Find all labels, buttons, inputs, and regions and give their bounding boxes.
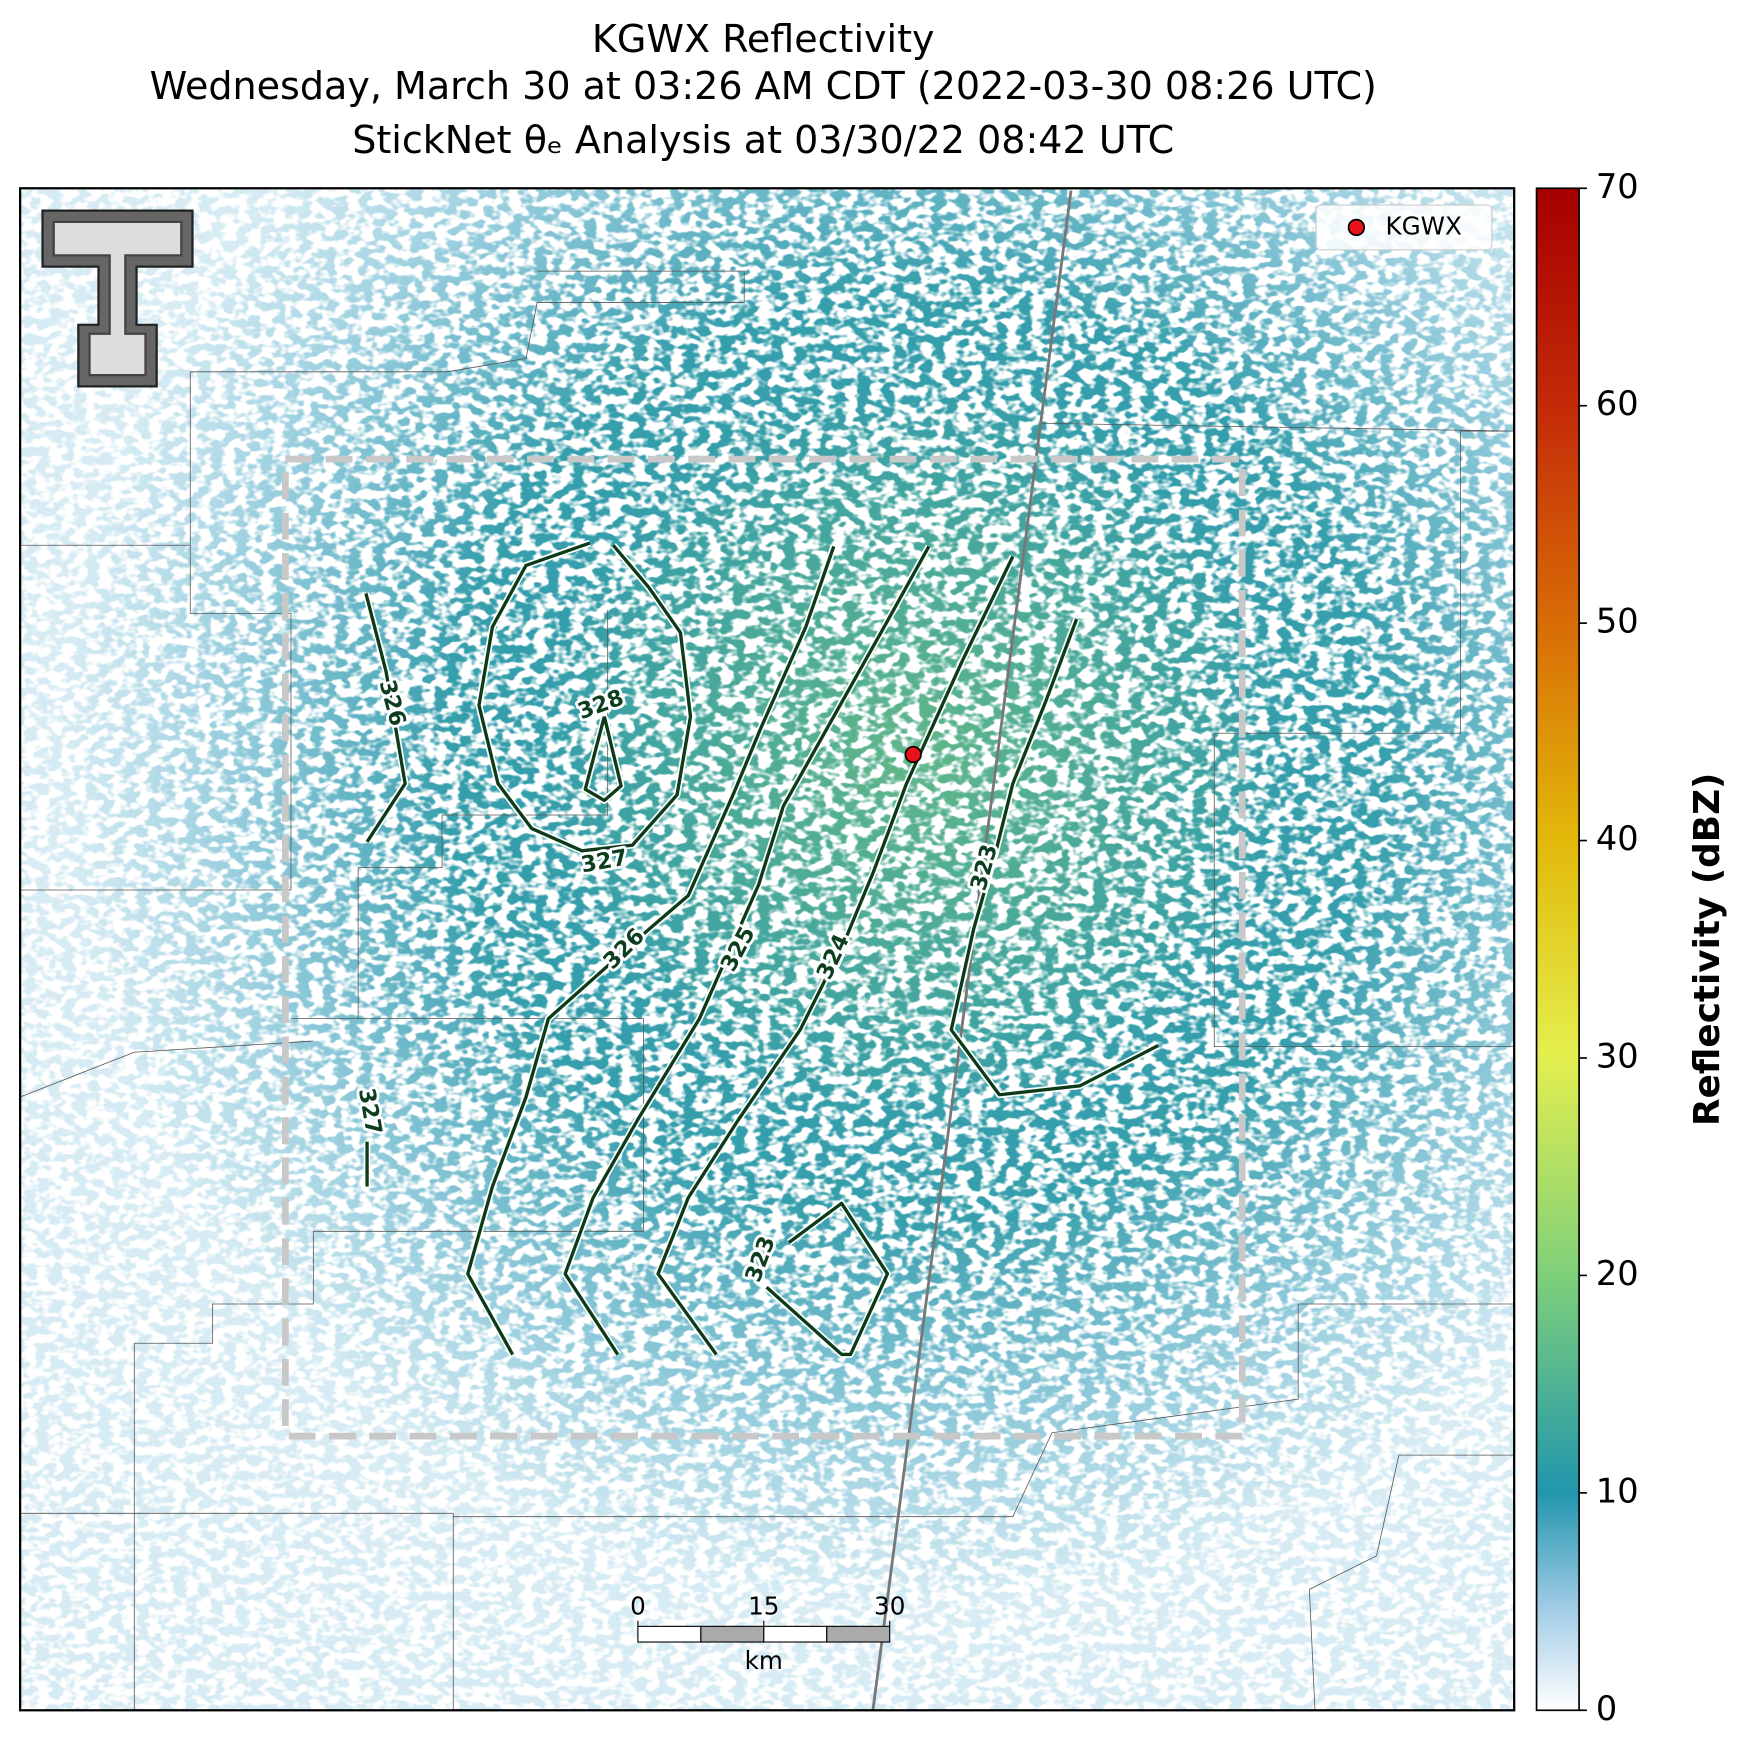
county-line [133, 1018, 644, 1711]
colorbar-tick-label: 10 [1596, 1471, 1639, 1510]
colorbar-tick-label: 70 [1596, 167, 1639, 206]
colorbar-tick-label: 20 [1596, 1254, 1639, 1293]
title-line: StickNet θₑ Analysis at 03/30/22 08:42 U… [352, 118, 1174, 162]
contour-line [765, 1201, 890, 1357]
contour-line [466, 545, 836, 1356]
scale-segment [637, 1625, 702, 1643]
county-line [20, 1512, 454, 1711]
logo-inner [52, 220, 183, 377]
legend [1315, 204, 1493, 251]
colorbar-tick-label: 0 [1596, 1689, 1617, 1728]
reflectivity-core [20, 188, 1515, 1711]
colorbar [1535, 187, 1580, 1712]
contour-line [477, 541, 693, 853]
contour-line [656, 555, 1015, 1356]
scale-segment [763, 1625, 828, 1643]
legend-marker [1347, 218, 1366, 237]
county-line [20, 545, 292, 891]
title-line: Wednesday, March 30 at 03:26 AM CDT (202… [150, 64, 1377, 108]
contour-line [563, 545, 931, 1356]
county-line [1308, 1455, 1400, 1711]
title-line: KGWX Reflectivity [592, 17, 935, 61]
scale-segment [700, 1625, 765, 1643]
radar-field [20, 188, 1515, 1711]
colorbar-tick-label: 50 [1596, 602, 1639, 641]
map-frame [19, 187, 1516, 1712]
scale-tick-label: 15 [748, 1591, 779, 1620]
county-line [453, 1303, 1515, 1518]
colorbar-tick-label: 30 [1596, 1036, 1639, 1075]
radar-site [904, 745, 922, 764]
county-line [357, 610, 609, 1019]
scale-segment [826, 1625, 891, 1643]
contour-line [364, 592, 407, 843]
scale-unit: km [745, 1646, 783, 1675]
colorbar-label: Reflectivity (dBZ) [1687, 773, 1728, 1126]
logo [41, 209, 194, 388]
county-lines [20, 270, 1515, 1711]
colorbar-tick-label: 40 [1596, 819, 1639, 858]
contour-line [583, 716, 623, 803]
county-line [20, 270, 745, 546]
contour-line [949, 618, 1160, 1097]
legend-label: KGWX [1385, 211, 1462, 240]
colorbar-tick-label: 60 [1596, 384, 1639, 423]
scale-tick-label: 0 [630, 1591, 646, 1620]
scale-tick-label: 30 [874, 1591, 905, 1620]
county-line [1040, 422, 1515, 1048]
county-line [20, 1040, 314, 1098]
